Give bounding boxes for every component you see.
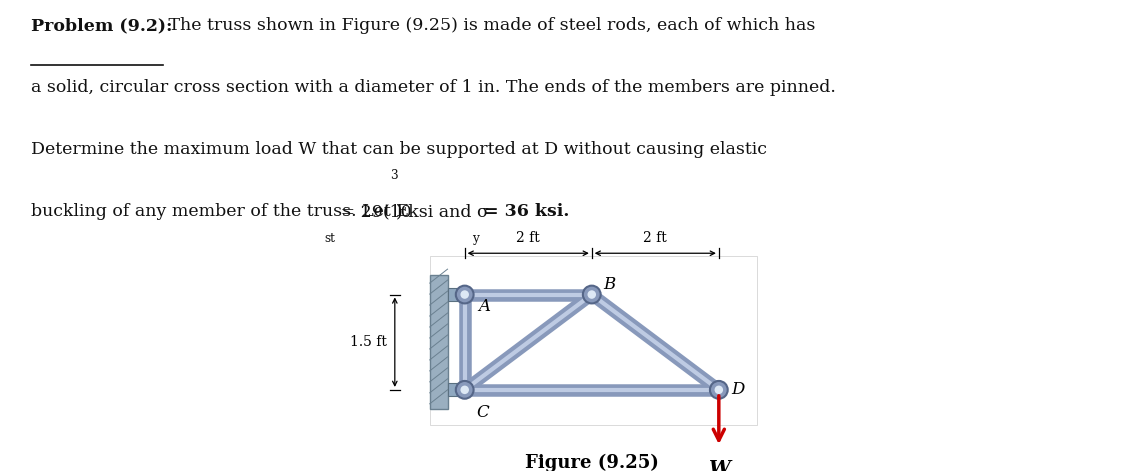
Text: B: B	[603, 276, 616, 293]
Bar	[447, 383, 467, 396]
Text: Problem (9.2):: Problem (9.2):	[32, 17, 173, 34]
Text: a solid, circular cross section with a diameter of 1 in. The ends of the members: a solid, circular cross section with a d…	[32, 79, 836, 96]
Text: = 36 ksi.: = 36 ksi.	[478, 203, 569, 220]
Circle shape	[456, 285, 473, 303]
Text: 2 ft: 2 ft	[643, 231, 667, 245]
Circle shape	[715, 386, 723, 394]
Text: Figure (9.25): Figure (9.25)	[525, 454, 659, 471]
Text: W: W	[708, 460, 729, 471]
Text: D: D	[732, 382, 745, 398]
Circle shape	[461, 386, 469, 394]
Text: 1.5 ft: 1.5 ft	[351, 335, 387, 349]
Circle shape	[461, 290, 469, 299]
Circle shape	[587, 290, 596, 299]
Text: 3: 3	[390, 169, 398, 182]
Text: st: st	[324, 232, 335, 245]
Text: buckling of any member of the truss. Let E: buckling of any member of the truss. Let…	[32, 203, 410, 220]
Circle shape	[583, 285, 601, 303]
Circle shape	[456, 381, 473, 399]
Text: A: A	[479, 298, 490, 315]
Text: y: y	[472, 232, 479, 245]
Text: The truss shown in Figure (9.25) is made of steel rods, each of which has: The truss shown in Figure (9.25) is made…	[163, 17, 816, 34]
Bar	[430, 276, 447, 409]
Bar	[447, 288, 467, 301]
Circle shape	[710, 381, 727, 399]
Text: = 29(10: = 29(10	[335, 203, 411, 220]
Text: C: C	[476, 404, 489, 421]
Text: 2 ft: 2 ft	[517, 231, 541, 245]
Bar	[430, 256, 757, 425]
Text: Determine the maximum load W that can be supported at D without causing elastic: Determine the maximum load W that can be…	[32, 141, 767, 158]
Text: ) ksi and σ: ) ksi and σ	[396, 203, 488, 220]
